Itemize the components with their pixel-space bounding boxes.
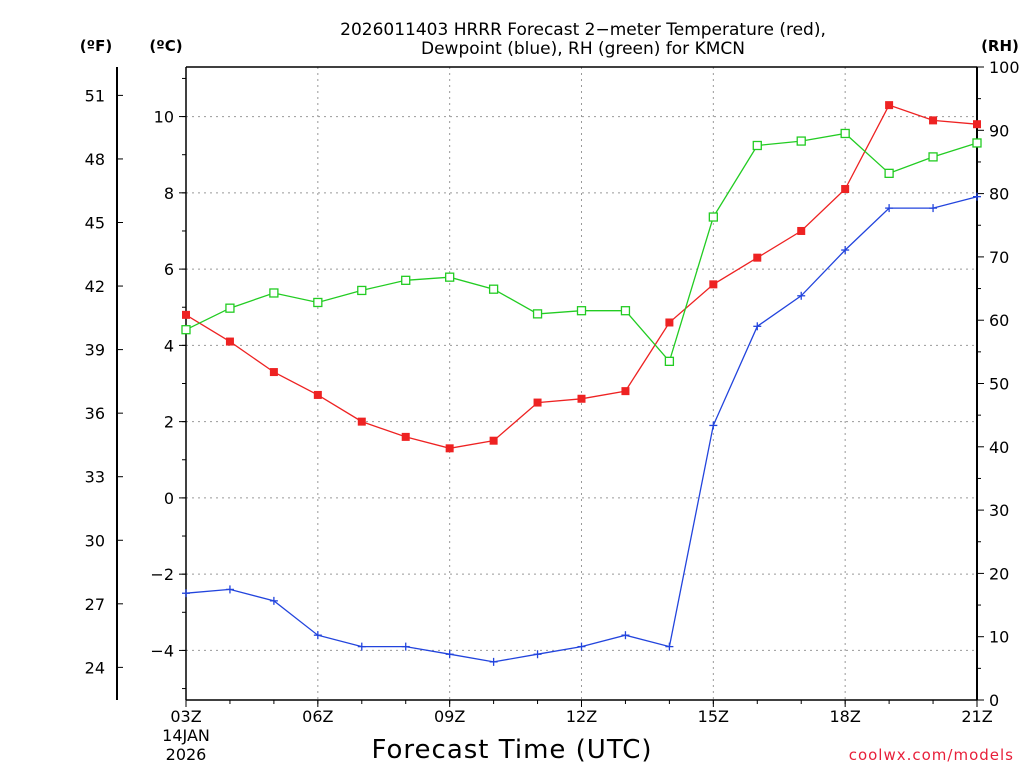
temperature-point [225,337,234,346]
rh-tick-label: 40 [989,438,1009,457]
rh-point [708,212,718,222]
rh-tick-label: 80 [989,185,1009,204]
temperature-point [489,436,498,445]
rh-point [664,356,675,366]
x-tick-label: 18Z [830,707,861,726]
x-tick-label: 15Z [698,707,729,726]
x-tick-label: 21Z [961,707,992,726]
fahrenheit-tick-label: 39 [85,341,105,360]
fahrenheit-tick-label: 27 [85,595,105,614]
rh-tick-label: 30 [989,501,1009,520]
temperature-point [621,387,630,396]
fahrenheit-tick-label: 42 [85,277,105,296]
rh-point [225,303,235,313]
rh-unit-label: (RH) [981,37,1019,55]
temperature-point [885,101,894,110]
celsius-tick-label: 4 [164,336,174,355]
rh-point [796,136,806,146]
x-tick-label: 03Z [170,707,201,726]
temperature-point [533,398,542,407]
temperature-point [577,394,586,403]
rh-point [884,168,894,178]
temperature-point [665,318,674,327]
rh-tick-label: 70 [989,248,1009,267]
celsius-tick-label: −2 [150,565,174,584]
rh-tick-label: 0 [989,691,999,710]
fahrenheit-tick-label: 30 [85,531,105,550]
fahrenheit-tick-label: 33 [85,468,105,487]
rh-tick-label: 20 [989,564,1009,583]
temperature-point [445,444,454,453]
temperature-point [709,280,718,289]
temperature-point [753,253,762,262]
celsius-tick-label: 8 [164,184,174,203]
x-tick-label: 09Z [434,707,465,726]
fahrenheit-unit-label: (ºF) [80,37,112,55]
rh-point [313,297,323,308]
x-tick-label: 06Z [302,707,333,726]
temperature-point [973,120,981,129]
rh-tick-label: 90 [989,121,1009,140]
rh-point [357,285,367,296]
celsius-tick-label: −4 [150,641,174,660]
chart-title-line1: 2026011403 HRRR Forecast 2−meter Tempera… [340,20,826,40]
celsius-tick-label: 2 [164,413,174,432]
date-label-day: 14JAN [162,726,210,745]
rh-tick-label: 50 [989,375,1009,394]
temperature-point [182,310,190,319]
rh-point [488,284,499,294]
celsius-tick-label: 0 [164,489,174,508]
temperature-point [269,368,278,377]
series [181,101,982,666]
rh-point [972,138,982,148]
rh-point [445,272,455,282]
temperature-point [313,390,322,399]
rh-point [401,275,411,285]
rh-point [928,152,938,162]
x-axis-title: Forecast Time (UTC) [371,735,652,765]
date-label-year: 2026 [166,745,207,764]
temperature-point [841,185,850,194]
x-tick-label: 12Z [566,707,597,726]
rh-tick-label: 100 [989,58,1020,77]
celsius-tick-label: 10 [154,108,174,127]
rh-point [576,306,587,316]
rh-tick-label: 60 [989,311,1009,330]
fahrenheit-tick-label: 51 [85,86,105,105]
rh-point [620,306,631,316]
celsius-tick-label: 6 [164,260,174,279]
temperature-point [797,226,806,235]
temperature-point [357,417,366,426]
fahrenheit-tick-label: 45 [85,213,105,232]
temperature-point [401,432,410,441]
chart-title-line2: Dewpoint (blue), RH (green) for KMCN [421,39,745,59]
credit-text[interactable]: coolwx.com/models [849,746,1014,764]
fahrenheit-tick-label: 48 [85,150,105,169]
rh-point [752,140,762,151]
celsius-unit-label: (ºC) [149,37,182,55]
fahrenheit-tick-label: 24 [85,658,105,677]
rh-point [840,128,850,139]
rh-point [269,288,279,298]
rh-point [532,309,543,319]
rh-point [181,325,191,335]
grid-lines [186,67,977,700]
temperature-point [929,116,938,125]
rh-tick-label: 10 [989,628,1009,647]
fahrenheit-tick-label: 36 [85,404,105,423]
axes: 03Z 06Z 09Z 12Z 15Z 18Z 21Z1086420−2−451484542… [85,58,1020,726]
